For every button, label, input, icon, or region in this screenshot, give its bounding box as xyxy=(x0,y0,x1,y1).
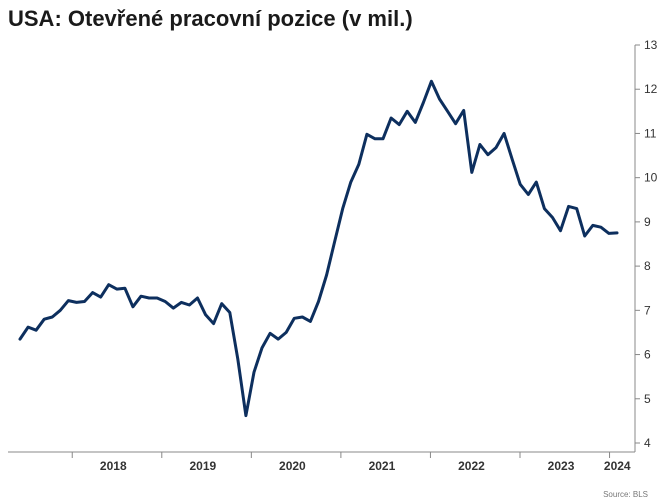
y-tick-label: 10 xyxy=(644,171,658,185)
x-tick-label: 2019 xyxy=(189,459,216,473)
y-tick-label: 13 xyxy=(644,38,658,52)
series-line xyxy=(18,79,619,418)
chart-title: USA: Otevřené pracovní pozice (v mil.) xyxy=(8,6,413,31)
x-tick-label: 2021 xyxy=(369,459,396,473)
y-tick-label: 7 xyxy=(644,303,651,317)
y-tick-label: 4 xyxy=(644,436,651,450)
y-axis: 4 5 6 7 8 9 10 11 12 13 xyxy=(635,38,658,450)
y-tick-label: 8 xyxy=(644,259,651,273)
x-tick-label: 2022 xyxy=(458,459,485,473)
x-axis: 2018 2019 2020 2021 2022 2023 2024 xyxy=(71,452,631,473)
y-tick-label: 11 xyxy=(644,126,657,140)
x-tick-label: 2020 xyxy=(279,459,306,473)
x-tick-label: 2018 xyxy=(100,459,127,473)
y-tick-label: 12 xyxy=(644,82,658,96)
y-tick-label: 9 xyxy=(644,215,651,229)
y-tick-label: 6 xyxy=(644,348,651,362)
x-tick-label: 2024 xyxy=(604,459,631,473)
x-tick-label: 2023 xyxy=(548,459,575,473)
source-note: Source: BLS xyxy=(603,490,648,499)
y-tick-label: 5 xyxy=(644,392,651,406)
